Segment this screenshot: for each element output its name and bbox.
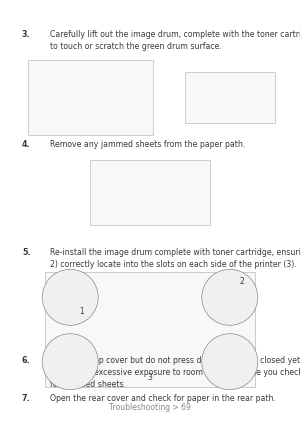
Text: Open the rear cover and check for paper in the rear path.: Open the rear cover and check for paper … (50, 394, 276, 403)
Text: 3.: 3. (22, 30, 31, 39)
Bar (28, 60, 153, 135)
Bar (90, 160, 210, 225)
Text: 7.: 7. (22, 394, 31, 403)
Circle shape (202, 334, 258, 390)
Text: Troubleshooting > 69: Troubleshooting > 69 (109, 402, 191, 411)
Text: Carefully lift out the image drum, complete with the toner cartridge. Be careful: Carefully lift out the image drum, compl… (50, 30, 300, 51)
Text: 4.: 4. (22, 140, 31, 149)
Circle shape (42, 269, 98, 325)
Bar (185, 72, 275, 123)
Text: 5.: 5. (22, 248, 31, 257)
Circle shape (202, 269, 258, 325)
Text: Remove any jammed sheets from the paper path.: Remove any jammed sheets from the paper … (50, 140, 245, 149)
Circle shape (42, 334, 98, 390)
Text: 2: 2 (240, 278, 244, 286)
Bar (45, 272, 255, 387)
Text: Lower the top cover but do not press down to latch it closed yet. This will prot: Lower the top cover but do not press dow… (50, 356, 300, 388)
Text: 1: 1 (80, 308, 84, 317)
Text: 3: 3 (148, 374, 152, 382)
Text: 6.: 6. (22, 356, 31, 365)
Text: Re-install the image drum complete with toner cartridge, ensuring that the pegs : Re-install the image drum complete with … (50, 248, 300, 269)
